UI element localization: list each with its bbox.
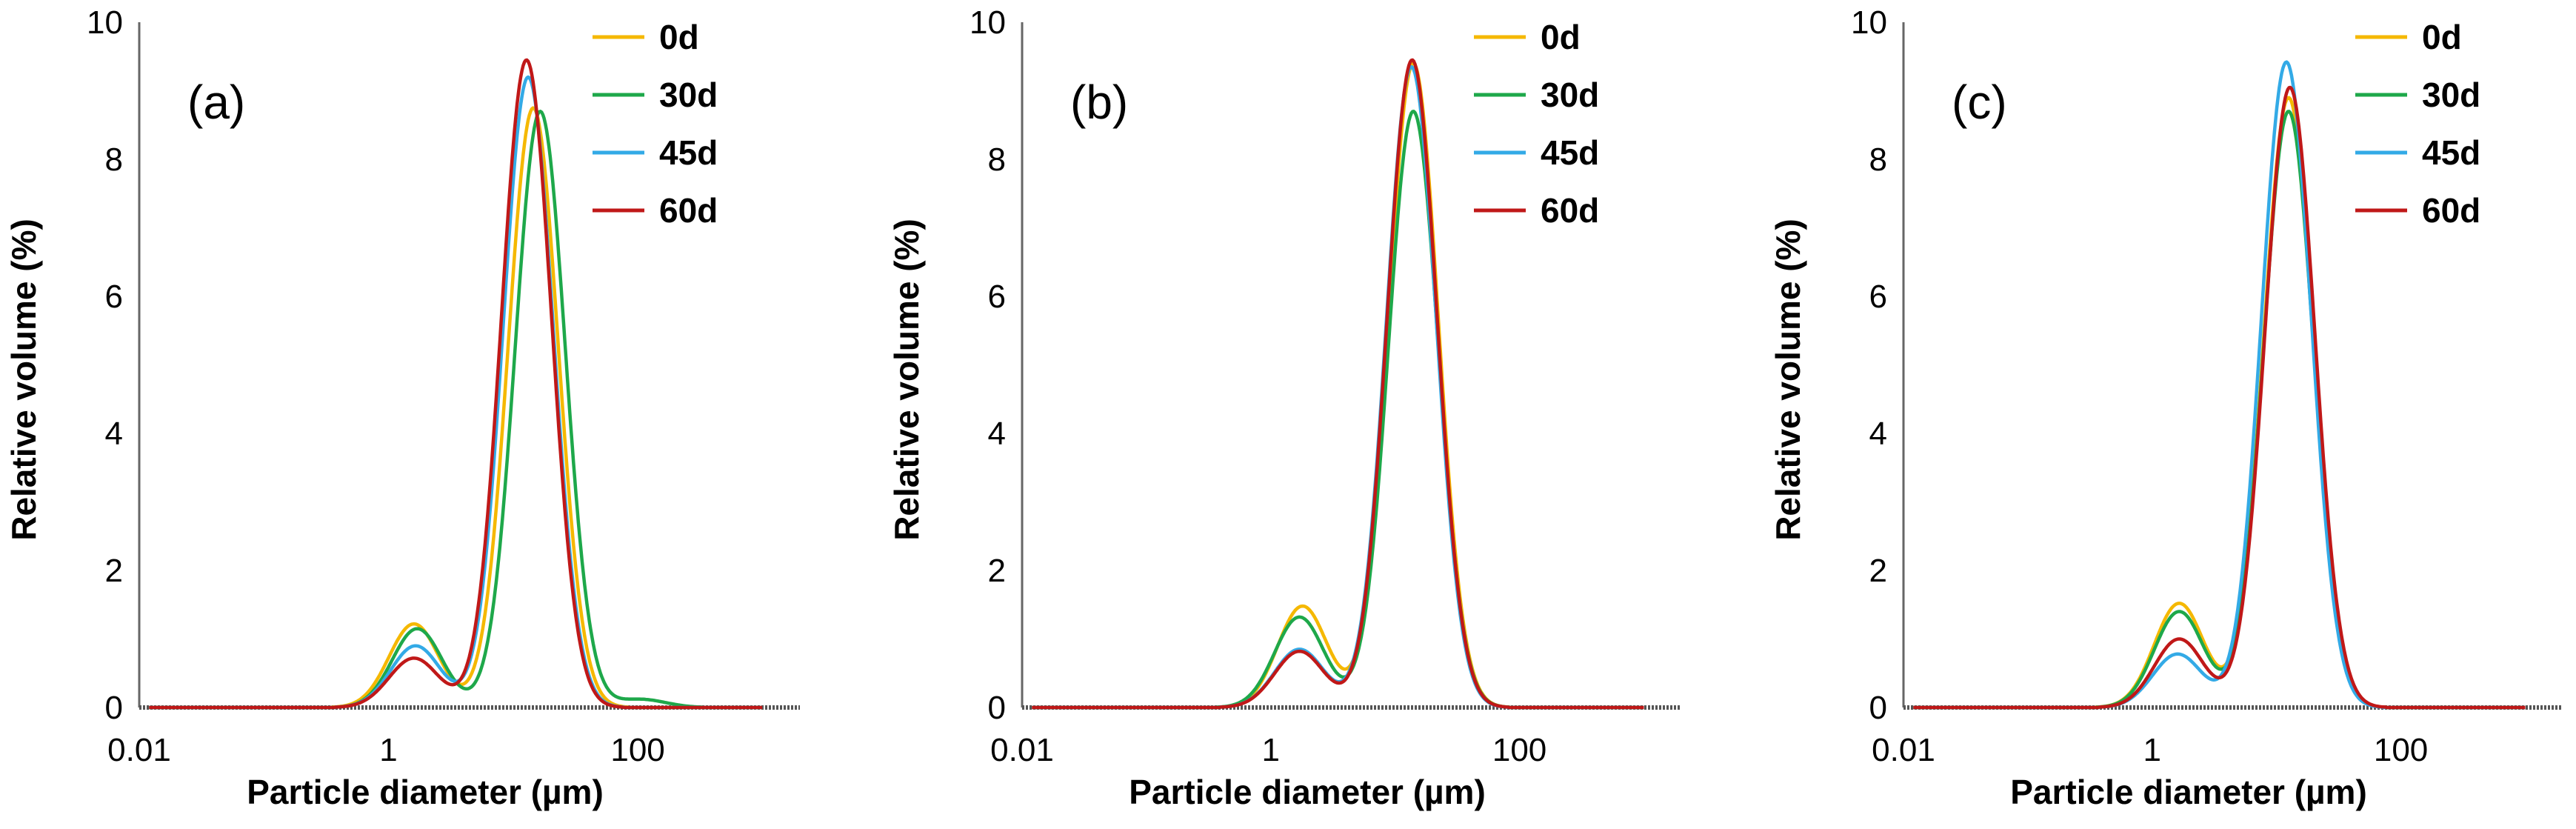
legend-label: 45d bbox=[659, 133, 718, 172]
legend-label: 30d bbox=[1541, 76, 1599, 114]
y-tick-label: 2 bbox=[988, 553, 1006, 589]
series-line-0d bbox=[1912, 96, 2526, 710]
panel-label: (c) bbox=[1952, 76, 2007, 129]
legend-label: 60d bbox=[659, 191, 718, 230]
x-tick-label: 0.01 bbox=[1872, 732, 1935, 768]
y-tick-label: 0 bbox=[1869, 690, 1887, 726]
y-tick-label: 6 bbox=[988, 279, 1006, 315]
x-axis-label: Particle diameter (µm) bbox=[247, 773, 604, 811]
x-tick-label: 0.01 bbox=[107, 732, 171, 768]
legend-label: 30d bbox=[659, 76, 718, 114]
y-tick-label: 10 bbox=[970, 4, 1006, 41]
y-tick-label: 10 bbox=[87, 4, 123, 41]
panel-label: (b) bbox=[1070, 76, 1128, 129]
legend-label: 45d bbox=[1541, 133, 1599, 172]
legend-label: 30d bbox=[2422, 76, 2480, 114]
x-axis-label: Particle diameter (µm) bbox=[2010, 773, 2367, 811]
legend-label: 60d bbox=[2422, 191, 2480, 230]
series-line-60d bbox=[1912, 85, 2526, 710]
y-tick-label: 2 bbox=[105, 553, 123, 589]
x-tick-label: 1 bbox=[379, 732, 397, 768]
x-tick-label: 100 bbox=[610, 732, 664, 768]
y-tick-label: 6 bbox=[1869, 279, 1887, 315]
legend-label: 60d bbox=[1541, 191, 1599, 230]
series-group bbox=[148, 58, 763, 710]
y-tick-label: 8 bbox=[105, 142, 123, 178]
series-group bbox=[1912, 60, 2526, 710]
y-tick-label: 2 bbox=[1869, 553, 1887, 589]
panel-label: (a) bbox=[187, 76, 245, 129]
legend-label: 45d bbox=[2422, 133, 2480, 172]
y-axis-label: Relative volume (%) bbox=[887, 219, 926, 541]
y-tick-label: 6 bbox=[105, 279, 123, 315]
x-tick-label: 1 bbox=[2143, 732, 2161, 768]
y-tick-label: 8 bbox=[1869, 142, 1887, 178]
series-line-60d bbox=[148, 58, 763, 710]
x-tick-label: 100 bbox=[2374, 732, 2428, 768]
y-axis-label: Relative volume (%) bbox=[4, 219, 43, 541]
series-group bbox=[1031, 58, 1645, 710]
x-tick-label: 0.01 bbox=[990, 732, 1054, 768]
x-tick-label: 100 bbox=[1492, 732, 1546, 768]
y-tick-label: 0 bbox=[105, 690, 123, 726]
x-axis-label: Particle diameter (µm) bbox=[1129, 773, 1486, 811]
legend-label: 0d bbox=[659, 18, 699, 56]
series-line-60d bbox=[1031, 58, 1645, 710]
y-tick-label: 4 bbox=[105, 416, 123, 452]
y-axis-label: Relative volume (%) bbox=[1769, 219, 1807, 541]
legend-label: 0d bbox=[1541, 18, 1581, 56]
y-tick-label: 4 bbox=[1869, 416, 1887, 452]
y-tick-label: 0 bbox=[988, 690, 1006, 726]
x-tick-label: 1 bbox=[1262, 732, 1280, 768]
legend-label: 0d bbox=[2422, 18, 2462, 56]
y-tick-label: 10 bbox=[1851, 4, 1887, 41]
y-tick-label: 8 bbox=[988, 142, 1006, 178]
y-tick-label: 4 bbox=[988, 416, 1006, 452]
